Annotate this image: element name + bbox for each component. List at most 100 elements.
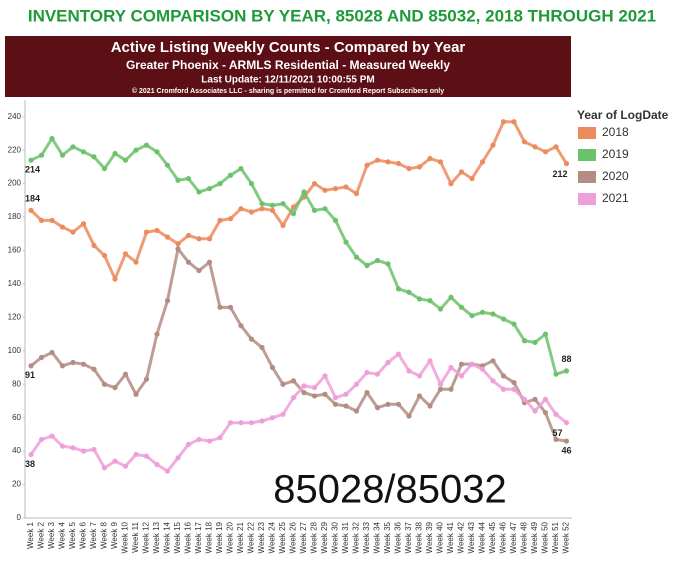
- point: [343, 391, 349, 397]
- point: [364, 262, 370, 269]
- point: [101, 252, 108, 259]
- point: [406, 368, 412, 374]
- point: [206, 236, 213, 242]
- point: [374, 405, 381, 411]
- y-tick-label: 60: [12, 413, 21, 422]
- point: [49, 433, 55, 439]
- point: [490, 142, 496, 148]
- point: [353, 191, 360, 197]
- point: [448, 386, 454, 392]
- point: [154, 461, 160, 468]
- point: [112, 384, 118, 391]
- point: [122, 157, 129, 163]
- point: [290, 211, 297, 217]
- point: [437, 306, 444, 312]
- point: [364, 162, 370, 168]
- point: [80, 448, 87, 454]
- point: [280, 411, 286, 417]
- point: [427, 155, 433, 162]
- x-tick-label: Week 6: [79, 521, 88, 549]
- point: [280, 381, 286, 387]
- point: [101, 465, 108, 471]
- point: [385, 359, 391, 366]
- point: [227, 420, 234, 426]
- x-tick-label: Week 52: [562, 521, 571, 553]
- data-label: 91: [25, 370, 35, 380]
- x-tick-label: Week 5: [68, 521, 77, 549]
- point: [563, 420, 570, 426]
- header-box: [5, 36, 571, 97]
- y-tick-label: 160: [8, 246, 22, 255]
- point: [469, 361, 475, 367]
- point: [448, 364, 454, 371]
- legend-label: 2021: [602, 191, 629, 205]
- point: [469, 313, 475, 319]
- point: [311, 384, 318, 391]
- point: [343, 403, 349, 409]
- point: [395, 351, 402, 357]
- point: [332, 217, 339, 223]
- point: [91, 154, 97, 160]
- point: [385, 159, 391, 165]
- point: [269, 207, 276, 213]
- x-tick-label: Week 7: [89, 521, 98, 549]
- point: [59, 443, 66, 449]
- point: [301, 383, 307, 389]
- point: [248, 181, 255, 187]
- x-tick-label: Week 35: [383, 521, 392, 553]
- point: [343, 239, 349, 245]
- point: [28, 157, 34, 163]
- point: [259, 344, 265, 351]
- point: [70, 229, 76, 235]
- point: [154, 331, 160, 337]
- x-tick-label: Week 2: [37, 521, 46, 549]
- legend-label: 2018: [602, 125, 629, 139]
- x-tick-label: Week 29: [320, 521, 329, 553]
- point: [49, 349, 55, 356]
- point: [448, 181, 454, 187]
- y-tick-label: 180: [8, 212, 22, 221]
- point: [511, 321, 517, 327]
- x-tick-label: Week 26: [289, 521, 298, 553]
- point: [217, 217, 223, 223]
- x-tick-label: Week 46: [499, 521, 508, 553]
- point: [91, 242, 97, 249]
- point: [553, 371, 559, 377]
- y-tick-label: 100: [8, 346, 22, 355]
- point: [101, 381, 108, 387]
- x-tick-label: Week 49: [530, 521, 539, 553]
- y-tick-label: 0: [17, 513, 22, 522]
- point: [427, 403, 433, 409]
- point: [500, 386, 507, 392]
- x-tick-label: Week 15: [173, 521, 182, 553]
- point: [196, 189, 202, 195]
- point: [217, 181, 223, 187]
- point: [269, 364, 276, 371]
- point: [154, 227, 160, 234]
- data-label: 46: [562, 445, 572, 455]
- x-tick-label: Week 21: [236, 521, 245, 553]
- data-label: 214: [25, 165, 40, 175]
- point: [175, 455, 181, 461]
- point: [206, 186, 213, 192]
- point: [374, 157, 381, 163]
- point: [112, 458, 118, 464]
- point: [238, 165, 244, 172]
- point: [364, 369, 370, 376]
- point: [353, 381, 360, 387]
- point: [133, 451, 139, 458]
- data-label: 88: [562, 354, 572, 364]
- point: [280, 201, 286, 207]
- x-tick-label: Week 4: [58, 521, 67, 549]
- point: [479, 159, 486, 165]
- point: [374, 257, 381, 264]
- point: [133, 147, 139, 153]
- point: [133, 259, 139, 265]
- x-tick-label: Week 51: [551, 521, 560, 553]
- y-tick-label: 140: [8, 279, 22, 288]
- point: [91, 446, 97, 453]
- x-tick-label: Week 27: [299, 521, 308, 553]
- point: [469, 175, 475, 182]
- point: [133, 391, 139, 397]
